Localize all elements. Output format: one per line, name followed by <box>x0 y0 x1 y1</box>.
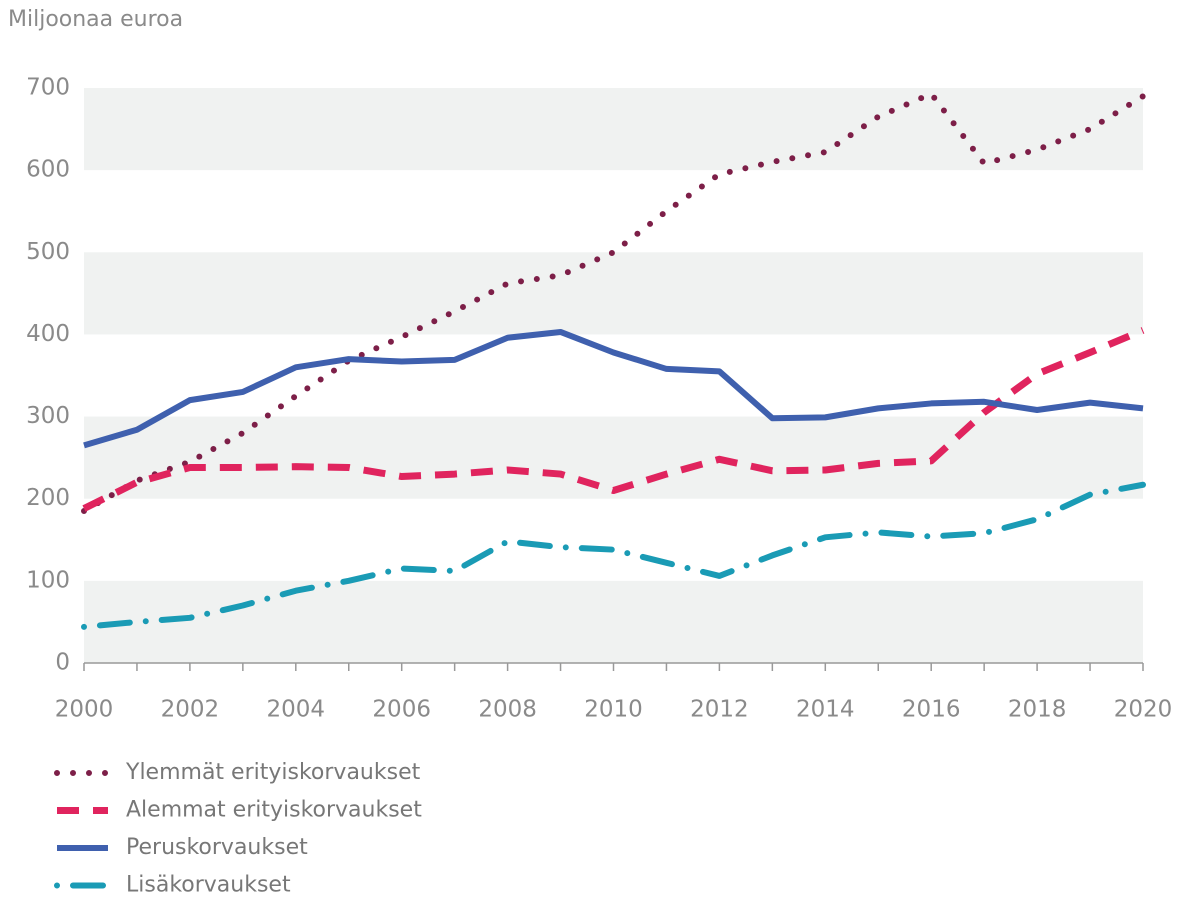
x-tick-label: 2002 <box>161 697 220 723</box>
y-tick-label: 100 <box>26 567 70 593</box>
background-band <box>84 252 1143 335</box>
x-tick-label: 2012 <box>690 697 749 723</box>
x-tick-label: 2004 <box>267 697 326 723</box>
x-tick-label: 2018 <box>1008 697 1067 723</box>
y-tick-label: 400 <box>26 321 70 347</box>
x-tick-label: 2006 <box>372 697 431 723</box>
legend-label: Peruskorvaukset <box>126 835 308 860</box>
y-tick-label: 0 <box>55 650 70 676</box>
y-tick-label: 700 <box>26 75 70 101</box>
background-band <box>84 88 1143 171</box>
legend-label: Ylemmät erityiskorvaukset <box>125 760 421 785</box>
x-tick-label: 2010 <box>584 697 643 723</box>
y-tick-label: 500 <box>26 239 70 265</box>
x-tick-label: 2008 <box>478 697 537 723</box>
y-tick-label: 200 <box>26 485 70 511</box>
series-line <box>81 90 1146 515</box>
y-tick-label: 600 <box>26 157 70 183</box>
background-band <box>84 580 1143 663</box>
x-tick-label: 2020 <box>1114 697 1173 723</box>
x-tick-label: 2016 <box>902 697 961 723</box>
background-band <box>84 416 1143 499</box>
series-line <box>81 481 1146 630</box>
y-tick-label: 300 <box>26 403 70 429</box>
series-line <box>82 327 1145 512</box>
y-axis-label: Miljoonaa euroa <box>8 7 183 32</box>
series-line <box>83 328 1144 449</box>
legend-label: Lisäkorvaukset <box>126 873 291 898</box>
legend-label: Alemmat erityiskorvaukset <box>126 798 422 823</box>
x-tick-label: 2000 <box>55 697 114 723</box>
x-tick-label: 2014 <box>796 697 855 723</box>
